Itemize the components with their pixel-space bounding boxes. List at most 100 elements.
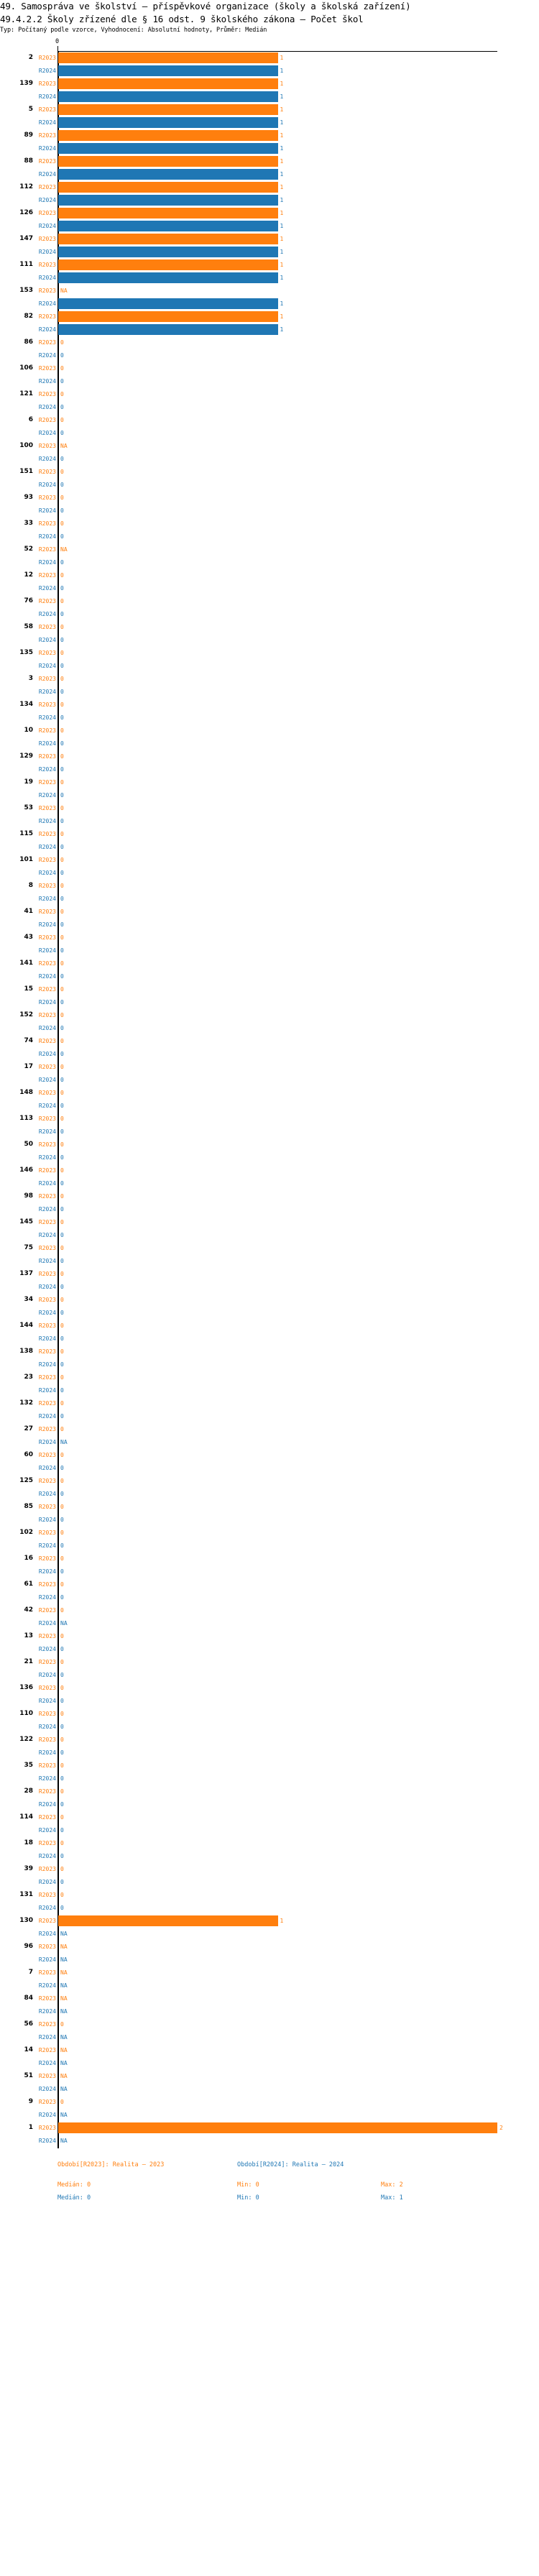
category-label: 18 xyxy=(24,1839,33,1846)
bar-group: 132 R2023 0 R2024 0 xyxy=(0,1397,539,1423)
bar-value-label: 0 xyxy=(60,1814,64,1821)
category-label: 74 xyxy=(24,1037,33,1044)
category-label: 121 xyxy=(19,390,33,397)
series-label-r2024: R2024 xyxy=(38,1931,56,1937)
bar-row: 61 R2023 0 xyxy=(0,1578,539,1591)
bar-row: R2024 1 xyxy=(0,272,539,285)
category-label: 2 xyxy=(28,54,33,61)
bar-row: R2024 0 xyxy=(0,996,539,1009)
bar-row: R2024 0 xyxy=(0,608,539,621)
bar-r2024 xyxy=(58,91,278,102)
bar-row: R2024 0 xyxy=(0,505,539,518)
bar-value-label: NA xyxy=(60,2112,68,2118)
bar-group: 148 R2023 0 R2024 0 xyxy=(0,1087,539,1113)
series-label-r2024: R2024 xyxy=(38,1801,56,1808)
bar-value-label: 0 xyxy=(60,1232,64,1238)
bar-row: R2024 0 xyxy=(0,349,539,362)
bar-value-label: 0 xyxy=(60,1051,64,1057)
chart-legend: Období[R2023]: Realita – 2023 Období[R20… xyxy=(0,2161,539,2207)
series-label-r2023: R2023 xyxy=(38,1944,56,1950)
series-label-r2023: R2023 xyxy=(38,572,56,579)
bar-value-label: 0 xyxy=(60,883,64,889)
category-label: 28 xyxy=(24,1788,33,1795)
bar-value-label: 0 xyxy=(60,1491,64,1497)
bar-value-label: 0 xyxy=(60,1348,64,1355)
legend-stats-2024-row: Medián: 0 Min: 0 Max: 1 xyxy=(0,2194,539,2207)
bar-value-label: 0 xyxy=(60,1116,64,1122)
bar-value-label: 0 xyxy=(60,1879,64,1885)
bar-row: 17 R2023 0 xyxy=(0,1061,539,1074)
series-label-r2023: R2023 xyxy=(38,1866,56,1872)
bar-value-label: 0 xyxy=(60,1090,64,1096)
category-label: 27 xyxy=(24,1425,33,1432)
bar-row: R2024 0 xyxy=(0,1488,539,1501)
bar-row: 56 R2023 0 xyxy=(0,2018,539,2031)
bar-row: R2024 1 xyxy=(0,65,539,78)
bar-value-label: 0 xyxy=(60,1607,64,1614)
bar-row: R2024 0 xyxy=(0,1462,539,1475)
series-label-r2023: R2023 xyxy=(38,262,56,268)
category-label: 146 xyxy=(19,1167,33,1174)
stat-min-2023: Min: 0 xyxy=(237,2181,259,2189)
bar-row: 5 R2023 1 xyxy=(0,104,539,116)
bar-value-label: 0 xyxy=(60,365,64,372)
series-label-r2024: R2024 xyxy=(38,2138,56,2144)
bar-value-label: NA xyxy=(60,2060,68,2066)
bar-group: 19 R2023 0 R2024 0 xyxy=(0,776,539,802)
series-label-r2024: R2024 xyxy=(38,93,56,100)
category-label: 153 xyxy=(19,287,33,294)
bar-row: R2024 0 xyxy=(0,737,539,750)
chart-header: 49. Samospráva ve školství – příspěvkové… xyxy=(0,0,539,35)
bar-value-label: 0 xyxy=(60,2099,64,2105)
bar-value-label: NA xyxy=(60,1956,68,1963)
bar-value-label: 0 xyxy=(60,1840,64,1846)
bar-value-label: NA xyxy=(60,1620,68,1627)
bar-group: 151 R2023 0 R2024 0 xyxy=(0,466,539,492)
stat-max-2023: Max: 2 xyxy=(381,2181,403,2189)
page-title-line-2: 49.4.2.2 Školy zřízené dle § 16 odst. 9 … xyxy=(0,14,364,24)
bar-row: R2024 0 xyxy=(0,1100,539,1113)
bar-value-label: 0 xyxy=(60,352,64,359)
bar-value-label: 0 xyxy=(60,1594,64,1601)
bar-row: 2 R2023 1 xyxy=(0,52,539,65)
bar-row: R2024 0 xyxy=(0,1255,539,1268)
bar-value-label: 0 xyxy=(60,533,64,540)
category-label: 19 xyxy=(24,778,33,786)
bar-row: R2024 0 xyxy=(0,1384,539,1397)
category-label: 145 xyxy=(19,1218,33,1225)
category-label: 33 xyxy=(24,520,33,527)
series-label-r2024: R2024 xyxy=(38,2060,56,2066)
category-label: 131 xyxy=(19,1891,33,1898)
bar-value-label: 1 xyxy=(280,119,284,126)
bar-row: R2024 0 xyxy=(0,1824,539,1837)
category-label: 9 xyxy=(28,2098,33,2105)
bar-value-label: 0 xyxy=(60,676,64,682)
bar-group: 110 R2023 0 R2024 0 xyxy=(0,1708,539,1734)
bar-row: R2024 1 xyxy=(0,220,539,233)
bar-r2023 xyxy=(58,156,278,167)
category-label: 82 xyxy=(24,313,33,320)
series-label-r2024: R2024 xyxy=(38,456,56,462)
series-label-r2023: R2023 xyxy=(38,676,56,682)
bar-value-label: 0 xyxy=(60,1206,64,1213)
bar-value-label: 0 xyxy=(60,689,64,695)
series-label-r2024: R2024 xyxy=(38,1128,56,1135)
bar-value-label: 0 xyxy=(60,1788,64,1795)
bar-row: R2024 0 xyxy=(0,1514,539,1527)
bar-row: 100 R2023 NA xyxy=(0,440,539,453)
series-label-r2023: R2023 xyxy=(38,132,56,139)
bar-row: R2024 0 xyxy=(0,686,539,699)
bar-value-label: 0 xyxy=(60,1633,64,1639)
series-label-r2023: R2023 xyxy=(38,339,56,346)
bar-row: R2024 0 xyxy=(0,1540,539,1552)
bar-row: R2024 0 xyxy=(0,1229,539,1242)
bar-row: 151 R2023 0 xyxy=(0,466,539,479)
bar-group: 18 R2023 0 R2024 0 xyxy=(0,1837,539,1863)
bar-row: R2024 0 xyxy=(0,1281,539,1294)
bar-row: 89 R2023 1 xyxy=(0,129,539,142)
bar-r2023 xyxy=(58,52,278,63)
series-label-r2023: R2023 xyxy=(38,1245,56,1251)
bar-value-label: 0 xyxy=(60,1698,64,1704)
bar-value-label: 0 xyxy=(60,456,64,462)
bar-group: 98 R2023 0 R2024 0 xyxy=(0,1190,539,1216)
